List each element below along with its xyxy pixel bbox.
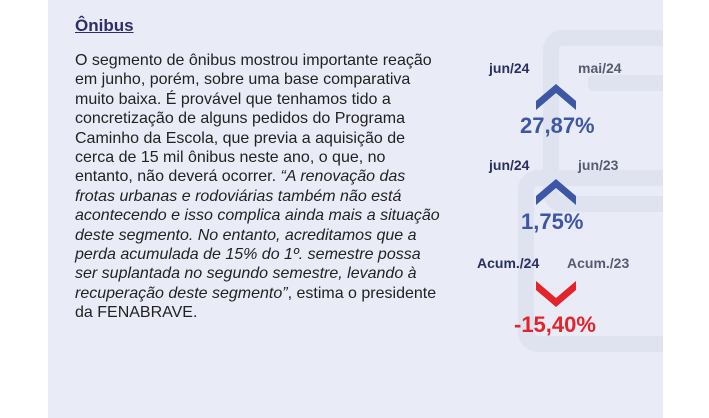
background-decoration (588, 75, 663, 91)
quote-text: “A renovação das frotas urbanas e rodovi… (75, 168, 440, 302)
chevron-up-icon (536, 179, 576, 205)
comparison-previous-label: mai/24 (578, 60, 622, 76)
chevron-down-icon (536, 281, 576, 307)
comparison-percentage: 1,75% (521, 209, 584, 234)
paragraph-text: O segmento de ônibus mostrou importante … (75, 52, 432, 186)
section-paragraph: O segmento de ônibus mostrou importante … (75, 51, 447, 323)
comparison-previous-label: Acum./23 (567, 255, 630, 271)
comparison-current-label: jun/24 (489, 60, 530, 76)
section-title: Ônibus (75, 16, 134, 35)
comparison-current-label: jun/24 (489, 157, 530, 173)
comparison-percentage: -15,40% (514, 312, 596, 337)
paragraph-text-end: , estima o presidente da FENABRAVE. (75, 284, 437, 322)
chevron-up-icon (536, 84, 576, 110)
comparison-previous-label: jun/23 (578, 157, 619, 173)
background-decoration (518, 170, 663, 352)
comparison-percentage: 27,87% (520, 113, 595, 138)
comparison-current-label: Acum./24 (477, 255, 540, 271)
